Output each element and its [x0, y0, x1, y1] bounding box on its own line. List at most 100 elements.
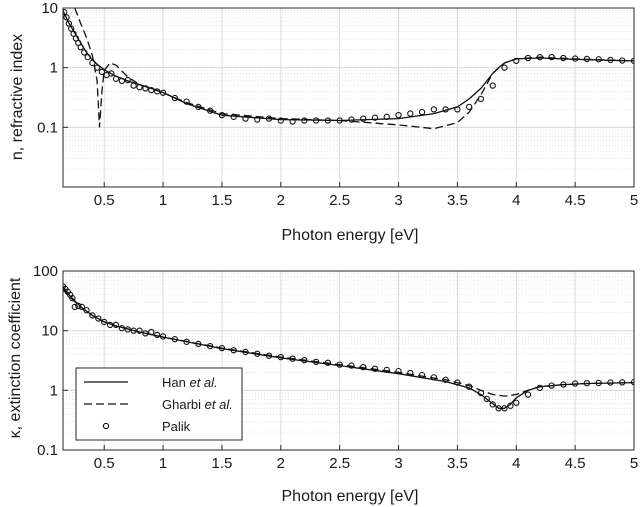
palik-marker: [242, 115, 249, 122]
legend-label-name: Gharbi: [162, 397, 205, 412]
palik-marker: [148, 86, 155, 94]
x-tick-label: 5: [630, 455, 638, 472]
palik-marker: [607, 379, 614, 386]
x-tick-label: 2: [277, 455, 285, 472]
palik-marker: [524, 54, 532, 62]
palik-marker: [154, 88, 161, 95]
gharbi-series-line: [74, 8, 634, 130]
palik-marker: [230, 347, 237, 354]
legend-label-name: Han: [162, 375, 189, 390]
palik-marker: [289, 355, 296, 362]
palik-marker: [207, 343, 214, 350]
palik-marker: [142, 85, 149, 92]
y-axis-label-top: n, refractive index: [9, 34, 26, 160]
palik-marker: [301, 357, 308, 364]
palik-marker: [63, 9, 68, 16]
ticks-bottom: 0.5 1 1.5 2 2.5 3 3.5 4 4.5 5 0.1 1 10 100: [33, 263, 638, 472]
x-tick-label: 4.5: [565, 192, 586, 209]
palik-marker: [159, 89, 167, 96]
palik-marker: [513, 399, 520, 406]
palik-marker: [395, 112, 402, 119]
legend-marker: [102, 422, 110, 430]
palik-marker: [106, 321, 114, 329]
plot-area-top: [63, 8, 634, 130]
palik-marker: [407, 110, 414, 117]
y-tick-label: 10: [41, 0, 58, 17]
palik-marker: [118, 325, 126, 332]
palik-marker: [171, 94, 178, 102]
palik-marker: [442, 106, 449, 113]
palik-marker: [513, 57, 520, 65]
palik-marker: [265, 352, 273, 359]
palik-marker: [619, 57, 626, 64]
x-tick-label: 1.5: [212, 455, 233, 472]
palik-marker: [68, 25, 75, 32]
palik-marker: [254, 116, 261, 123]
palik-marker: [595, 56, 602, 63]
palik-marker: [560, 381, 567, 388]
plot-area-bottom: [63, 283, 634, 412]
palik-marker: [81, 49, 88, 56]
palik-marker: [171, 336, 178, 343]
palik-marker: [324, 117, 332, 124]
palik-marker: [312, 117, 320, 124]
palik-marker: [336, 361, 343, 368]
legend: Han et al.Gharbi et al.Palik: [75, 367, 243, 441]
palik-marker: [154, 331, 161, 339]
palik-marker: [159, 333, 167, 340]
y-tick-label: 1: [50, 60, 58, 77]
palik-marker: [195, 340, 202, 348]
palik-marker: [477, 95, 485, 103]
palik-marker: [454, 379, 461, 386]
axes-box: [62, 270, 635, 451]
x-tick-label: 3: [394, 455, 402, 472]
palik-marker: [136, 84, 143, 91]
palik-marker: [98, 68, 106, 76]
palik-marker: [489, 401, 496, 408]
x-tick-label: 5: [630, 192, 638, 209]
palik-marker: [466, 383, 473, 390]
palik-marker: [112, 75, 120, 82]
palik-marker: [118, 77, 126, 85]
palik-marker: [65, 20, 73, 27]
palik-marker: [130, 82, 137, 89]
palik-marker: [254, 350, 261, 357]
palik-marker: [195, 103, 202, 111]
palik-marker: [77, 44, 84, 51]
palik-marker: [136, 327, 143, 334]
palik-marker: [466, 103, 473, 111]
palik-marker: [548, 54, 555, 61]
y-tick-label: 0.1: [37, 442, 58, 459]
palik-marker: [289, 118, 296, 125]
x-tick-label: 4: [512, 192, 520, 209]
palik-marker: [84, 54, 91, 61]
palik-marker: [477, 389, 485, 397]
palik-marker: [348, 116, 355, 123]
palik-marker: [93, 64, 101, 71]
palik-marker: [108, 70, 115, 77]
palik-marker: [395, 367, 402, 375]
palik-marker: [430, 374, 438, 381]
palik-marker: [536, 54, 543, 61]
palik-marker: [101, 318, 108, 326]
legend-label-name: Palik: [162, 419, 191, 434]
palik-marker: [501, 405, 508, 412]
palik-marker: [619, 379, 626, 386]
palik-marker: [218, 112, 226, 119]
y-tick-label: 1: [50, 382, 58, 399]
palik-marker: [69, 295, 76, 302]
palik-marker: [324, 359, 332, 366]
x-tick-label: 4.5: [565, 455, 586, 472]
palik-marker: [89, 312, 96, 319]
palik-marker: [95, 315, 102, 322]
x-tick-label: 1: [159, 455, 167, 472]
palik-marker: [124, 76, 131, 84]
palik-marker: [183, 338, 190, 345]
x-axis-label-top: Photon energy [eV]: [282, 227, 419, 244]
x-tick-label: 1.5: [212, 192, 233, 209]
palik-marker: [130, 327, 137, 334]
palik-marker: [183, 98, 190, 105]
palik-marker: [495, 405, 502, 412]
palik-marker: [507, 402, 514, 409]
palik-marker: [242, 348, 249, 356]
